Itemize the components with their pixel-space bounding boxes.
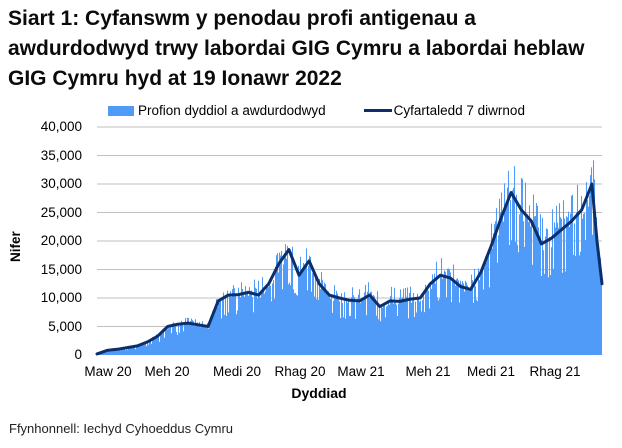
legend-bars-label: Profion dyddiol a awdurdodwyd	[138, 103, 326, 118]
x-tick: Medi 21	[466, 364, 516, 379]
x-tick: Medi 20	[212, 364, 262, 379]
x-tick: Meh 21	[405, 364, 451, 379]
line-swatch-icon	[363, 109, 392, 112]
legend-line-label: Cyfartaledd 7 diwrnod	[393, 103, 525, 118]
seven-day-average-line	[95, 182, 604, 356]
legend: Profion dyddiol a awdurdodwyd Cyfartaled…	[108, 103, 563, 118]
x-tick: Meh 20	[144, 364, 190, 379]
y-tick: 15,000	[40, 262, 82, 277]
y-tick: 40,000	[40, 119, 82, 134]
y-tick: 25,000	[40, 205, 82, 220]
x-tick: Rhag 21	[529, 364, 581, 379]
x-tick: Maw 20	[84, 364, 132, 379]
y-tick: 35,000	[40, 148, 82, 163]
x-tick: Rhag 20	[274, 364, 326, 379]
y-tick: 0	[74, 347, 82, 362]
chart-title: Siart 1: Cyfanswm y penodau profi antige…	[8, 7, 585, 90]
legend-item-line: Cyfartaledd 7 diwrnod	[363, 103, 525, 118]
legend-item-bars: Profion dyddiol a awdurdodwyd	[108, 103, 326, 118]
y-tick: 10,000	[40, 290, 82, 305]
y-tick: 20,000	[40, 233, 82, 248]
bar-swatch-icon	[108, 105, 134, 116]
y-tick: 30,000	[40, 176, 82, 191]
y-tick: 5,000	[48, 319, 82, 334]
x-axis-title: Dyddiad	[291, 385, 347, 401]
source-note: Ffynhonnell: Iechyd Cyhoeddus Cymru	[9, 421, 234, 436]
x-tick: Maw 21	[337, 364, 385, 379]
